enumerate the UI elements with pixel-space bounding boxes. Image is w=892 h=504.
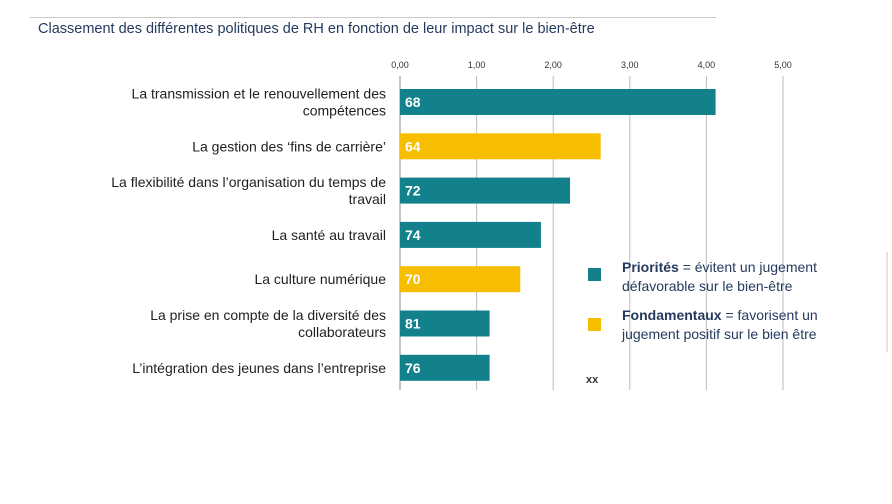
category-label: La santé au travail bbox=[272, 227, 386, 243]
bars: 68 64 72 74 70 81 76 bbox=[400, 89, 716, 381]
x-tick-label: 3,00 bbox=[621, 60, 639, 70]
legend-entry: Priorités = évitent un jugement bbox=[622, 259, 817, 275]
bar-data-label: 74 bbox=[405, 227, 421, 243]
bar bbox=[400, 310, 490, 337]
bar-data-label: 70 bbox=[405, 271, 421, 287]
category-label: L’intégration des jeunes dans l’entrepri… bbox=[132, 360, 386, 376]
category-labels: La transmission et le renouvellement des… bbox=[111, 86, 386, 376]
top-divider bbox=[30, 17, 716, 18]
legend-swatch bbox=[588, 318, 601, 331]
category-label: La transmission et le renouvellement des… bbox=[132, 86, 386, 119]
x-tick-label: 5,00 bbox=[774, 60, 792, 70]
bar-data-label: 76 bbox=[405, 360, 421, 376]
bar-data-label: 72 bbox=[405, 183, 421, 199]
x-tick-label: 1,00 bbox=[468, 60, 486, 70]
bar bbox=[400, 133, 601, 160]
bar bbox=[400, 89, 716, 115]
legend-entry-line: défavorable sur le bien-être bbox=[622, 278, 793, 294]
bar-data-label: 64 bbox=[405, 138, 421, 154]
axis-tick-labels: 0,00 1,00 2,00 3,00 4,00 5,00 bbox=[391, 60, 792, 70]
bar bbox=[400, 177, 571, 204]
category-label: La culture numérique bbox=[254, 271, 386, 287]
category-label: La gestion des ‘fins de carrière’ bbox=[192, 138, 386, 154]
bar-data-label: 81 bbox=[405, 316, 421, 332]
category-label: La flexibilité dans l’organisation du te… bbox=[111, 174, 386, 207]
legend-swatch bbox=[588, 268, 601, 281]
legend: Priorités = évitent un jugement défavorab… bbox=[588, 252, 888, 352]
x-tick-label: 2,00 bbox=[544, 60, 562, 70]
note: xx bbox=[586, 374, 599, 386]
note-text: xx bbox=[586, 374, 599, 386]
bar bbox=[400, 354, 490, 381]
category-label: La prise en compte de la diversité des co… bbox=[150, 307, 386, 340]
x-tick-label: 0,00 bbox=[391, 60, 409, 70]
legend-entry: Fondamentaux = favorisent un bbox=[622, 307, 818, 323]
x-tick-label: 4,00 bbox=[698, 60, 716, 70]
bar-data-label: 68 bbox=[405, 94, 421, 110]
bar bbox=[400, 221, 541, 248]
chart-title: Classement des différentes politiques de… bbox=[38, 21, 595, 37]
legend-entry-line: jugement positif sur le bien être bbox=[621, 326, 817, 342]
bar bbox=[400, 266, 521, 293]
